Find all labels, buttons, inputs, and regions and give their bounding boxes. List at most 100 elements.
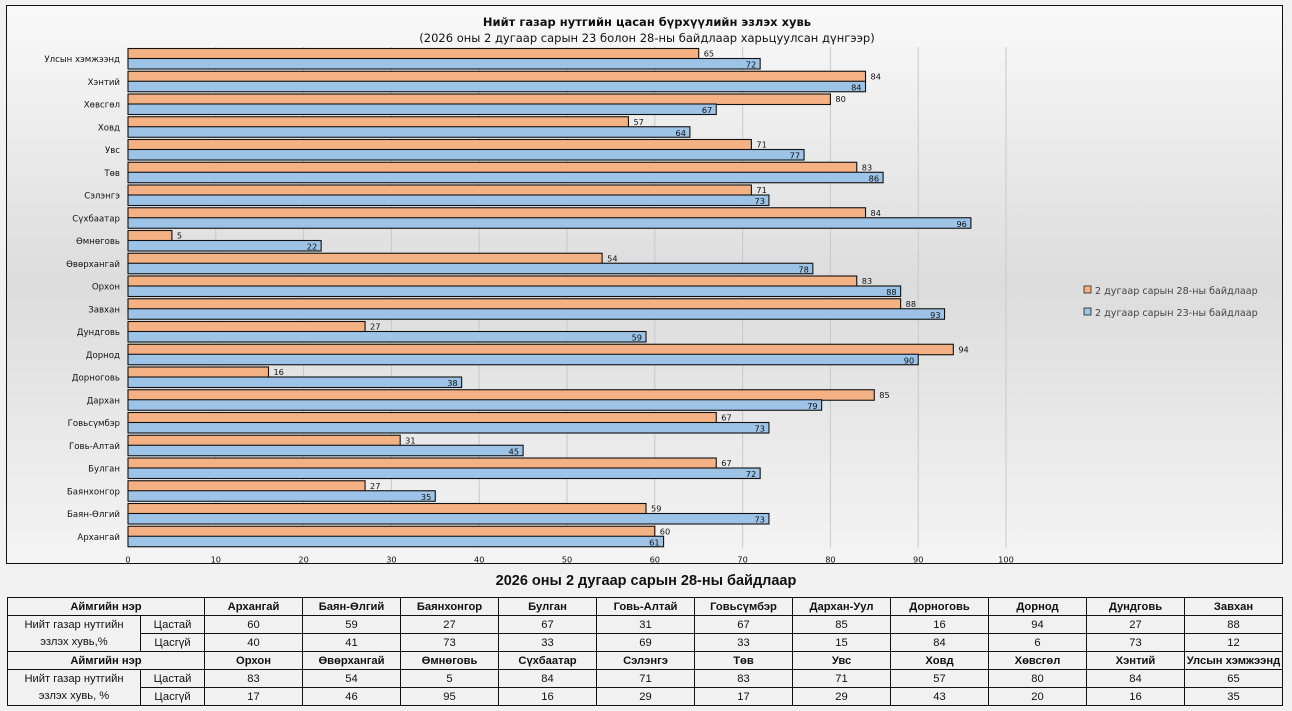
column-header: Говьсүмбэр xyxy=(694,597,793,616)
aimag-name-header: Аймгийн нэр xyxy=(7,597,205,616)
with-snow-value: 31 xyxy=(596,615,695,634)
bar-feb28 xyxy=(127,229,173,242)
table-row-without-snow: эзлэх хувь,% Цасгүй 40 41 73 33 69 33 15 84 6 73 12 xyxy=(7,633,1283,652)
bar-feb28 xyxy=(127,411,717,424)
column-header: Орхон xyxy=(204,651,303,670)
category-label: Булган xyxy=(88,465,120,475)
with-snow-value: 84 xyxy=(1086,669,1185,688)
column-header: Хөвсгөл xyxy=(988,651,1087,670)
with-snow-label: Цастай xyxy=(140,669,205,688)
x-tick-label: 100 xyxy=(998,555,1014,565)
column-header: Улсын хэмжээнд xyxy=(1184,651,1283,670)
bar-feb23 xyxy=(127,399,823,411)
row-group-label-line2: эзлэх хувь,% xyxy=(7,633,141,652)
data-label-feb28: 65 xyxy=(704,49,714,59)
without-snow-value: 17 xyxy=(694,687,793,706)
category-label: Дорнод xyxy=(86,351,120,361)
column-header: Говь-Алтай xyxy=(596,597,695,616)
data-label-feb28: 80 xyxy=(835,94,845,104)
data-label-feb23: 78 xyxy=(798,264,808,274)
with-snow-value: 67 xyxy=(498,615,597,634)
column-header: Баянхонгор xyxy=(400,597,499,616)
without-snow-value: 95 xyxy=(400,687,499,706)
bar-feb28 xyxy=(127,47,700,60)
category-label: Архангай xyxy=(77,533,120,543)
legend-label-23: 2 дугаар сарын 23-ны байдлаар xyxy=(1095,308,1258,319)
bars: 6572848480675764717783867173849652254788… xyxy=(127,47,972,548)
with-snow-value: 27 xyxy=(400,615,499,634)
with-snow-value: 84 xyxy=(498,669,597,688)
without-snow-value: 17 xyxy=(204,687,303,706)
without-snow-label: Цасгүй xyxy=(140,687,205,706)
bar-feb28 xyxy=(127,480,366,492)
without-snow-value: 41 xyxy=(302,633,401,652)
bar-feb23 xyxy=(127,171,884,184)
column-header: Баян-Өлгий xyxy=(302,597,401,616)
without-snow-value: 84 xyxy=(890,633,989,652)
with-snow-value: 83 xyxy=(204,669,303,688)
without-snow-value: 33 xyxy=(694,633,793,652)
column-header: Дорнод xyxy=(988,597,1087,616)
column-header: Дундговь xyxy=(1086,597,1185,616)
data-label-feb23: 88 xyxy=(886,287,896,297)
bar-feb23 xyxy=(127,80,867,93)
column-header: Дархан-Уул xyxy=(792,597,891,616)
bar-feb23 xyxy=(127,194,770,207)
without-snow-label: Цасгүй xyxy=(140,633,205,652)
bar-feb23 xyxy=(127,421,770,434)
category-label: Говьсүмбэр xyxy=(68,419,120,429)
table-row-with-snow: Нийт газар нутгийн Цастай 60 59 27 67 31 67 85 16… xyxy=(7,615,1283,634)
data-label-feb23: 96 xyxy=(956,219,966,229)
category-label: Завхан xyxy=(88,305,120,315)
without-snow-value: 40 xyxy=(204,633,303,652)
column-header: Сүхбаатар xyxy=(498,651,597,670)
category-label: Увс xyxy=(105,146,120,156)
bar-feb28 xyxy=(127,457,717,470)
x-tick-label: 30 xyxy=(386,555,396,565)
chart-frame: Нийт газар нутгийн цасан бүрхүүлийн эзлэ… xyxy=(6,5,1283,565)
with-snow-value: 71 xyxy=(792,669,891,688)
category-label: Улсын хэмжээнд xyxy=(44,55,120,65)
data-label-feb23: 79 xyxy=(807,401,817,411)
category-label: Хөвсгөл xyxy=(84,101,120,111)
data-label-feb28: 94 xyxy=(958,344,968,354)
with-snow-value: 80 xyxy=(988,669,1087,688)
data-label-feb23: 22 xyxy=(307,242,317,252)
without-snow-value: 73 xyxy=(1086,633,1185,652)
data-label-feb28: 31 xyxy=(405,435,415,445)
x-tick-label: 40 xyxy=(474,555,484,565)
without-snow-value: 69 xyxy=(596,633,695,652)
table-header-row: Аймгийн нэр Архангай Баян-Өлгий Баянхонгор Б… xyxy=(7,597,1283,616)
data-label-feb23: 64 xyxy=(675,128,685,138)
without-snow-value: 46 xyxy=(302,687,401,706)
bar-feb23 xyxy=(127,376,463,389)
data-label-feb28: 54 xyxy=(607,253,617,263)
with-snow-value: 83 xyxy=(694,669,793,688)
data-label-feb28: 83 xyxy=(862,162,872,172)
bar-feb23 xyxy=(127,490,436,502)
category-label: Сэлэнгэ xyxy=(84,192,120,202)
legend-label-28: 2 дугаар сарын 28-ны байдлаар xyxy=(1095,286,1258,297)
data-label-feb23: 59 xyxy=(632,333,642,343)
with-snow-value: 85 xyxy=(792,615,891,634)
data-label-feb28: 27 xyxy=(370,322,380,332)
bar-feb28 xyxy=(127,184,752,197)
without-snow-value: 43 xyxy=(890,687,989,706)
bar-feb28 xyxy=(127,366,270,379)
category-label: Хэнтий xyxy=(88,78,120,88)
bar-feb23 xyxy=(127,57,761,70)
bar-feb23 xyxy=(127,467,761,480)
data-label-feb28: 59 xyxy=(651,504,661,514)
data-label-feb23: 77 xyxy=(790,151,800,161)
without-snow-value: 29 xyxy=(596,687,695,706)
column-header: Ховд xyxy=(890,651,989,670)
category-label: Дархан xyxy=(87,396,120,406)
bar-feb23 xyxy=(127,262,814,275)
bar-feb28 xyxy=(127,252,603,265)
without-snow-value: 16 xyxy=(498,687,597,706)
category-label: Өмнөговь xyxy=(76,237,120,247)
category-label: Баян-Өлгий xyxy=(67,510,120,520)
row-group-label-line1: Нийт газар нутгийн xyxy=(7,615,141,634)
column-header: Өвөрхангай xyxy=(302,651,401,670)
without-snow-value: 29 xyxy=(792,687,891,706)
